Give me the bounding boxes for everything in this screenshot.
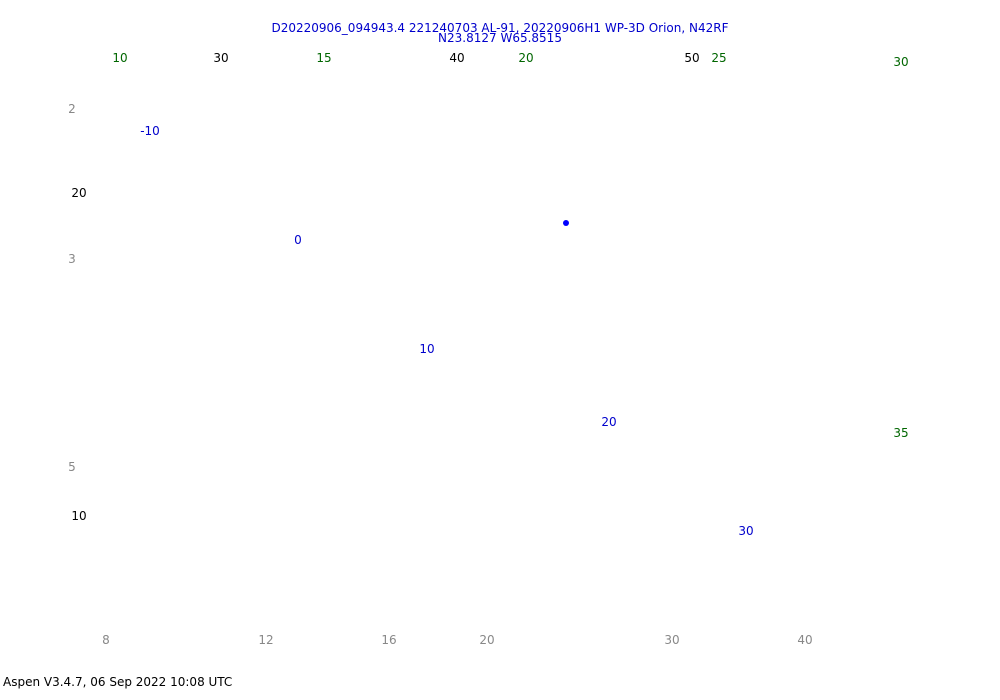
dry-adiabat-label: 30 xyxy=(213,51,228,65)
moist-adiabat-label: 20 xyxy=(518,51,533,65)
mixing-ratio-label: 12 xyxy=(258,633,273,647)
dry-adiabat-label: 10 xyxy=(71,509,86,523)
software-footer: Aspen V3.4.7, 06 Sep 2022 10:08 UTC xyxy=(3,675,233,689)
sounding-profiles xyxy=(563,220,569,226)
mixing-ratio-label: 40 xyxy=(797,633,812,647)
isotherm-label: -10 xyxy=(140,124,160,138)
dry-adiabat-label: 20 xyxy=(71,186,86,200)
moist-adiabat-label: 30 xyxy=(893,55,908,69)
dewpoint-point xyxy=(563,220,569,226)
chart-title-line-1: D20220906_094943.4 221240703 AL-91, 2022… xyxy=(271,21,729,35)
isotherm-label: 10 xyxy=(419,342,434,356)
isotherm-label: 30 xyxy=(738,524,753,538)
moist-adiabat-label: 25 xyxy=(711,51,726,65)
chart-title-line-2: N23.8127 W65.8515 xyxy=(438,31,562,45)
mixing-ratio-label: 2 xyxy=(68,102,76,116)
mixing-ratio-label: 3 xyxy=(68,252,76,266)
dry-adiabat-label: 40 xyxy=(449,51,464,65)
mixing-ratio-label: 8 xyxy=(102,633,110,647)
mixing-ratio-label: 30 xyxy=(664,633,679,647)
mixing-ratio-label: 16 xyxy=(381,633,396,647)
isotherm-label: 0 xyxy=(294,233,302,247)
dry-adiabat-label: 50 xyxy=(684,51,699,65)
moist-adiabat-label: 15 xyxy=(316,51,331,65)
isotherm-label: 20 xyxy=(601,415,616,429)
moist-adiabat-label: 10 xyxy=(112,51,127,65)
moist-adiabat-label: 35 xyxy=(893,426,908,440)
mixing-ratio-label: 20 xyxy=(479,633,494,647)
mixing-ratio-label: 5 xyxy=(68,460,76,474)
grid-labels: 6007008009001000-10010203030405020101015… xyxy=(68,51,908,647)
